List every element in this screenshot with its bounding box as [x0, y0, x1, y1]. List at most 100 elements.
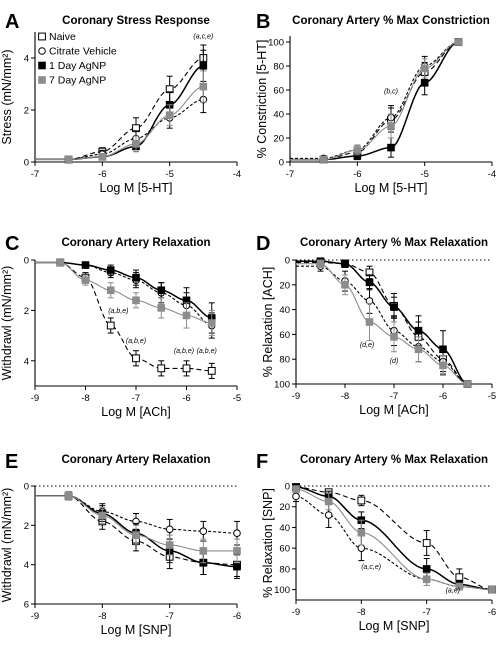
series-naive [290, 38, 463, 164]
panel-title: Coronary Artery % Max Relaxation [300, 237, 488, 249]
y-ticks: 0 20 40 60 80 100 [274, 256, 296, 391]
y-axis-label: % Relaxation [SNP] [261, 488, 275, 598]
series-line [296, 263, 468, 385]
series-line [35, 261, 212, 372]
y-tick-label: 100 [268, 38, 284, 49]
y-tick-label: 40 [279, 523, 290, 534]
y-tick-label: 0 [24, 158, 29, 169]
x-tick-label: -9 [31, 393, 39, 404]
series-line [296, 265, 468, 385]
data-point [420, 79, 429, 87]
significance-label: (a,b,e) [174, 348, 194, 355]
data-point [292, 485, 300, 493]
y-tick-label: 6 [24, 600, 29, 611]
series-line [35, 99, 204, 160]
y-ticks: 0 20 40 60 80 100 [268, 38, 290, 169]
panel-c: C Coronary Artery Relaxation -9 -8 -7 -6 -5 0 2 4… [0, 233, 241, 419]
series-line [296, 261, 468, 385]
series-line [290, 41, 459, 159]
y-axis-label: Withdrawl (mN/mm²) [0, 266, 14, 381]
legend-marker [38, 61, 46, 70]
series-line [35, 261, 212, 324]
x-tick-label: -6 [98, 169, 106, 180]
y-tick-label: 100 [274, 380, 290, 391]
series-line [290, 41, 459, 161]
x-axis-label: Log M [SNP] [359, 619, 430, 633]
x-tick-label: -8 [357, 607, 365, 618]
series-d7 [296, 259, 472, 388]
x-tick-label: -7 [165, 611, 173, 622]
x-tick-label: -5 [233, 393, 241, 404]
y-axis-label: % Relaxation [ACH] [261, 267, 275, 377]
data-point [81, 261, 90, 269]
data-point [182, 364, 191, 373]
significance-label: (a,c,e) [361, 564, 381, 571]
x-tick-label: -6 [488, 607, 496, 618]
panel-title: Coronary Artery Relaxation [61, 237, 210, 249]
data-point [422, 539, 431, 547]
x-axis-label: Log M [5-HT] [355, 181, 428, 195]
data-point [319, 155, 328, 164]
series-citrate [290, 38, 463, 163]
data-point [420, 64, 429, 73]
data-point [132, 296, 140, 305]
data-point [353, 146, 362, 154]
data-point [357, 544, 366, 552]
x-axis-label: Log M [ACh] [359, 403, 428, 417]
x-tick-label: -8 [98, 611, 106, 622]
y-tick-label: 2 [24, 106, 29, 117]
data-point [357, 528, 366, 537]
y-tick-label: 0 [24, 256, 29, 267]
data-point [132, 273, 140, 282]
data-point [233, 529, 241, 538]
data-point [439, 361, 447, 370]
data-point [56, 258, 65, 267]
y-tick-label: 100 [274, 585, 290, 596]
data-point [341, 259, 349, 268]
y-ticks: 0 2 4 [24, 256, 35, 367]
y-tick-label: 4 [24, 54, 29, 65]
y-tick-label: 0 [285, 482, 290, 493]
significance-label: (a,c,e) [193, 34, 213, 41]
x-axis-label: Log M [ACh] [101, 405, 170, 419]
x-tick-label: -9 [292, 391, 300, 402]
y-ticks: 0 20 40 60 80 100 [274, 482, 296, 596]
series-d7 [35, 491, 241, 564]
data-point [292, 492, 300, 501]
data-point [132, 354, 140, 363]
x-tick-label: -8 [81, 393, 89, 404]
x-tick-label: -9 [292, 607, 300, 618]
legend-marker [38, 76, 46, 84]
significance-label: (a,e) [446, 588, 460, 595]
significance-label: (a,b,e) [197, 348, 217, 355]
y-tick-label: 20 [279, 280, 290, 291]
x-tick-label: -4 [233, 169, 241, 180]
series-d7 [290, 38, 463, 164]
series-line [35, 261, 212, 327]
panel-letter: B [256, 11, 270, 33]
y-ticks: 0 2 4 [24, 54, 35, 169]
y-tick-label: 0 [279, 158, 284, 169]
series-line [35, 261, 212, 319]
data-point [207, 366, 216, 375]
data-point [64, 155, 73, 164]
panel-b: B Coronary Artery % Max Constriction-7 -6-… [255, 11, 496, 195]
significance-label: (d,e) [360, 342, 374, 349]
y-tick-label: 60 [279, 330, 290, 341]
panel-letter: C [5, 233, 19, 255]
data-point [233, 547, 241, 555]
legend-marker [38, 47, 46, 55]
data-point [387, 122, 395, 130]
data-point [199, 82, 208, 91]
data-point [157, 364, 166, 373]
legend-marker [38, 32, 46, 41]
data-point [106, 321, 115, 330]
y-tick-label: 20 [273, 134, 284, 145]
y-axis-label: % Constriction [5-HT] [255, 40, 269, 159]
series-d7 [292, 485, 496, 594]
series-line [290, 41, 459, 161]
data-point [64, 492, 73, 500]
y-tick-label: 60 [279, 544, 290, 555]
series-line [35, 57, 204, 160]
